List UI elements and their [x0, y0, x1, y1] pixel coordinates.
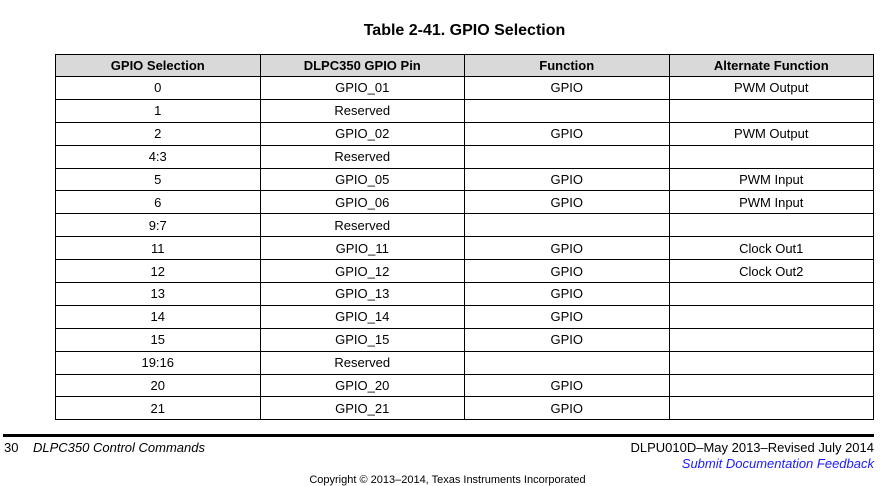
- table-row: 13 GPIO_13 GPIO: [55, 282, 874, 306]
- table-cell: PWM Output: [668, 76, 874, 100]
- section-name: DLPC350 Control Commands: [33, 440, 205, 455]
- table-cell: 2: [55, 121, 261, 146]
- table-cell: 0: [55, 76, 261, 100]
- table-cell: [668, 327, 874, 352]
- table-row: 1 Reserved: [55, 98, 874, 123]
- table-cell: Clock Out1: [668, 236, 874, 261]
- table-cell: [464, 98, 670, 123]
- table-row: 0 GPIO_01 GPIO PWM Output: [55, 76, 874, 100]
- table-cell: GPIO: [464, 373, 670, 398]
- table-row: 21 GPIO_21 GPIO: [55, 396, 874, 421]
- column-header: GPIO Selection: [55, 54, 261, 77]
- table-cell: 11: [55, 236, 261, 261]
- table-cell: 6: [55, 190, 261, 215]
- table-cell: 13: [55, 282, 261, 306]
- table-cell: [668, 98, 874, 123]
- table-cell: 14: [55, 304, 261, 329]
- table-header-row: GPIO Selection DLPC350 GPIO Pin Function Al…: [55, 54, 874, 77]
- table-cell: GPIO_01: [259, 76, 465, 100]
- table-title: Table 2-41. GPIO Selection: [363, 22, 566, 39]
- table-row: 19:16 Reserved: [55, 350, 874, 375]
- table-cell: [668, 144, 874, 169]
- footer-divider: [3, 434, 874, 437]
- table-cell: Reserved: [259, 144, 465, 169]
- table-cell: GPIO_11: [259, 236, 465, 261]
- table-cell: 12: [55, 259, 261, 284]
- table-cell: [464, 213, 670, 238]
- table-cell: [668, 282, 874, 306]
- table-row: 14 GPIO_14 GPIO: [55, 304, 874, 329]
- column-header: DLPC350 GPIO Pin: [259, 54, 465, 77]
- table-cell: PWM Input: [668, 190, 874, 215]
- table-cell: GPIO: [464, 121, 670, 146]
- table-row: 11 GPIO_11 GPIO Clock Out1: [55, 236, 874, 261]
- table-row: 4:3 Reserved: [55, 144, 874, 169]
- table-cell: GPIO: [464, 236, 670, 261]
- table-cell: GPIO: [464, 396, 670, 421]
- table-row: 6 GPIO_06 GPIO PWM Input: [55, 190, 874, 215]
- table-cell: GPIO_13: [259, 282, 465, 306]
- table-cell: PWM Input: [668, 167, 874, 192]
- table-cell: 5: [55, 167, 261, 192]
- table-cell: [668, 373, 874, 398]
- gpio-selection-table: GPIO Selection DLPC350 GPIO Pin Function Al…: [55, 54, 874, 421]
- table-cell: GPIO: [464, 304, 670, 329]
- table-row: 15 GPIO_15 GPIO: [55, 327, 874, 352]
- submit-feedback-link[interactable]: Submit Documentation Feedback: [681, 456, 874, 471]
- column-header: Alternate Function: [668, 54, 874, 77]
- table-cell: 19:16: [55, 350, 261, 375]
- table-cell: GPIO_02: [259, 121, 465, 146]
- table-cell: GPIO_20: [259, 373, 465, 398]
- table-row: 2 GPIO_02 GPIO PWM Output: [55, 121, 874, 146]
- table-cell: Reserved: [259, 350, 465, 375]
- table-cell: GPIO_05: [259, 167, 465, 192]
- table-cell: GPIO: [464, 76, 670, 100]
- table-cell: Reserved: [259, 213, 465, 238]
- table-cell: GPIO: [464, 282, 670, 306]
- table-cell: GPIO_15: [259, 327, 465, 352]
- table-cell: 20: [55, 373, 261, 398]
- column-header: Function: [464, 54, 670, 77]
- table-cell: [668, 213, 874, 238]
- table-cell: GPIO: [464, 190, 670, 215]
- table-cell: 15: [55, 327, 261, 352]
- document-revision: DLPU010D–May 2013–Revised July 2014: [630, 440, 874, 455]
- table-cell: GPIO_06: [259, 190, 465, 215]
- table-row: 5 GPIO_05 GPIO PWM Input: [55, 167, 874, 192]
- table-cell: [464, 144, 670, 169]
- table-cell: Clock Out2: [668, 259, 874, 284]
- table-cell: GPIO_12: [259, 259, 465, 284]
- table-row: 9:7 Reserved: [55, 213, 874, 238]
- table-cell: GPIO_14: [259, 304, 465, 329]
- table-cell: 4:3: [55, 144, 261, 169]
- table-row: 12 GPIO_12 GPIO Clock Out2: [55, 259, 874, 284]
- table-cell: GPIO: [464, 327, 670, 352]
- table-cell: [668, 304, 874, 329]
- table-cell: [464, 350, 670, 375]
- page-number: 30: [4, 440, 19, 455]
- table-cell: [668, 350, 874, 375]
- table-cell: GPIO: [464, 259, 670, 284]
- table-cell: 9:7: [55, 213, 261, 238]
- table-cell: 1: [55, 98, 261, 123]
- table-cell: GPIO_21: [259, 396, 465, 421]
- table-cell: PWM Output: [668, 121, 874, 146]
- table-cell: [668, 396, 874, 421]
- table-row: 20 GPIO_20 GPIO: [55, 373, 874, 398]
- copyright: Copyright © 2013–2014, Texas Instruments…: [309, 474, 586, 486]
- table-cell: 21: [55, 396, 261, 421]
- table-cell: Reserved: [259, 98, 465, 123]
- table-cell: GPIO: [464, 167, 670, 192]
